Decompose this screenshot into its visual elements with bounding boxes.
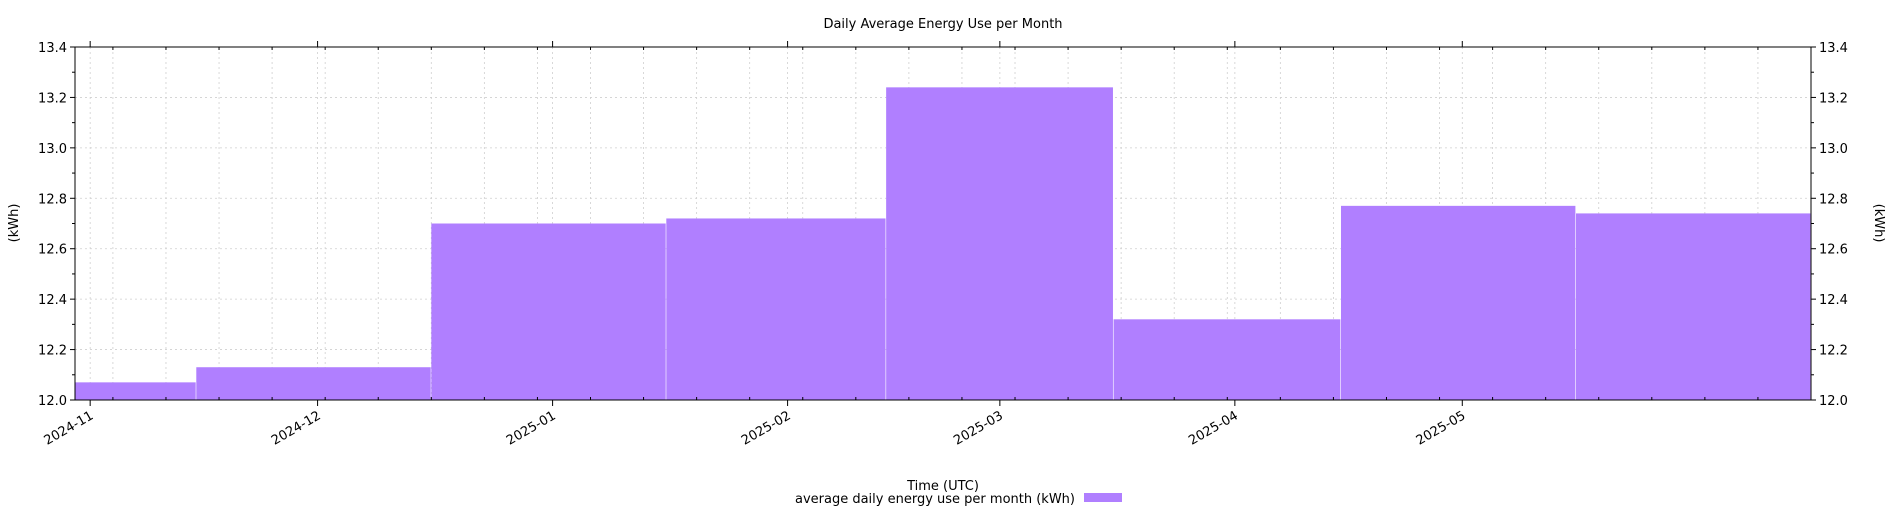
bar [1113,319,1341,400]
bar [666,218,886,400]
bars [75,87,1811,400]
chart-title: Daily Average Energy Use per Month [823,17,1062,32]
legend-swatch [1084,493,1122,502]
y-tick-label-left: 13.4 [38,41,67,56]
legend: average daily energy use per month (kWh) [795,492,1122,507]
x-axis-label: Time (UTC) [906,479,979,494]
x-tick-label: 2025-04 [1186,408,1241,448]
y-tick-label-right: 13.2 [1819,91,1848,106]
y-tick-label-left: 12.2 [38,344,67,359]
legend-label: average daily energy use per month (kWh) [795,492,1075,507]
y-tick-label-left: 12.6 [38,243,67,258]
x-tick-label: 2025-02 [739,408,794,448]
y-tick-label-right: 13.0 [1819,142,1848,157]
y-tick-label-left: 12.4 [38,293,67,308]
y-tick-label-right: 12.6 [1819,243,1848,258]
y-axis-label-left: (kWh) [7,204,22,243]
x-tick-label: 2024-11 [42,408,97,448]
x-tick-label: 2024-12 [269,408,324,448]
x-tick-label: 2025-03 [951,408,1006,448]
y-axis-label-right: (kWh) [1871,204,1886,243]
bar [886,87,1113,400]
x-tick-label: 2025-01 [504,408,559,448]
bar [1575,213,1811,400]
y-tick-label-left: 12.0 [38,394,67,409]
bar [431,223,666,400]
y-tick-label-left: 13.2 [38,91,67,106]
y-tick-label-right: 12.0 [1819,394,1848,409]
bar [196,367,431,400]
bar [75,382,196,400]
y-tick-label-left: 13.0 [38,142,67,157]
y-tick-label-right: 13.4 [1819,41,1848,56]
y-tick-label-right: 12.2 [1819,344,1848,359]
y-tick-label-right: 12.8 [1819,192,1848,207]
bar [1340,205,1576,400]
y-tick-label-right: 12.4 [1819,293,1848,308]
x-tick-label: 2025-05 [1414,408,1469,448]
y-tick-label-left: 12.8 [38,192,67,207]
